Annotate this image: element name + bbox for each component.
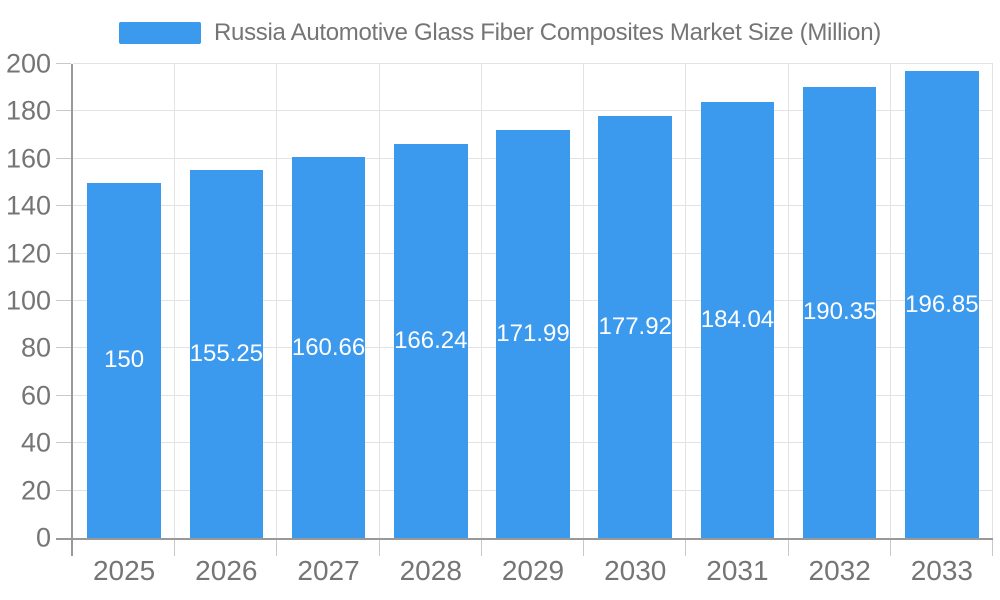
x-axis-label-2025: 2025 bbox=[92, 555, 156, 586]
bar-value-label-2025: 150 bbox=[104, 346, 145, 374]
bar-cell-2026: 155.25 bbox=[175, 64, 277, 538]
bar-2030[interactable]: 177.92 bbox=[598, 116, 673, 538]
y-axis-tick bbox=[56, 347, 71, 349]
y-axis-tick bbox=[56, 205, 71, 207]
bar-value-label-2026: 155.25 bbox=[189, 340, 264, 368]
bar-2032[interactable]: 190.35 bbox=[802, 86, 877, 538]
y-axis-line bbox=[71, 64, 73, 556]
bar-cell-2027: 160.66 bbox=[277, 64, 379, 538]
x-axis-line bbox=[56, 538, 993, 540]
bar-value-label-2030: 177.92 bbox=[598, 313, 672, 341]
bar-cell-2025: 150 bbox=[73, 64, 175, 538]
bar-value-label-2031: 184.04 bbox=[700, 305, 775, 333]
x-gridline bbox=[378, 64, 380, 538]
x-axis-tick bbox=[787, 540, 789, 556]
x-gridline bbox=[889, 64, 891, 538]
legend-item[interactable]: Russia Automotive Glass Fiber Composites… bbox=[0, 19, 1000, 47]
x-gridline bbox=[174, 64, 176, 538]
y-axis-tick-label: 120 bbox=[5, 238, 51, 269]
y-axis-tick bbox=[56, 489, 71, 491]
y-axis-tick bbox=[56, 442, 71, 444]
x-gridline bbox=[583, 64, 585, 538]
bar-value-label-2033: 196.85 bbox=[905, 290, 979, 318]
x-axis-label-2033: 2033 bbox=[910, 555, 974, 586]
x-axis-tick bbox=[174, 540, 176, 556]
x-axis-label-2029: 2029 bbox=[501, 555, 565, 586]
y-axis-tick bbox=[56, 252, 71, 254]
bar-2029[interactable]: 171.99 bbox=[496, 130, 570, 538]
y-axis-tick-label: 80 bbox=[20, 332, 51, 363]
y-axis-tick bbox=[56, 63, 71, 64]
bar-cell-2030: 177.92 bbox=[584, 64, 686, 538]
bar-cell-2033: 196.85 bbox=[891, 64, 993, 538]
x-axis-tick bbox=[276, 540, 278, 556]
bar-cell-2029: 171.99 bbox=[482, 64, 584, 538]
x-gridline bbox=[480, 64, 482, 538]
x-axis-tick bbox=[583, 540, 585, 556]
y-axis-tick-label: 0 bbox=[35, 522, 51, 553]
bar-value-label-2028: 166.24 bbox=[394, 327, 468, 354]
x-axis-label-2032: 2032 bbox=[808, 555, 871, 586]
y-axis-tick-label: 140 bbox=[5, 190, 51, 221]
x-axis-tick bbox=[480, 540, 482, 556]
y-axis-tick bbox=[56, 110, 71, 112]
bar-cell-2031: 184.04 bbox=[686, 64, 788, 538]
bar-2025[interactable]: 150 bbox=[87, 182, 161, 538]
bar-2026[interactable]: 155.25 bbox=[189, 170, 264, 538]
y-axis-tick-label: 20 bbox=[20, 475, 51, 506]
bar-2031[interactable]: 184.04 bbox=[700, 101, 775, 538]
y-axis-tick-label: 160 bbox=[5, 143, 51, 174]
y-axis-tick-label: 100 bbox=[5, 285, 51, 316]
y-axis-tick-label: 60 bbox=[20, 380, 51, 411]
bar-2033[interactable]: 196.85 bbox=[905, 71, 979, 538]
legend-label: Russia Automotive Glass Fiber Composites… bbox=[214, 19, 881, 46]
y-axis-tick bbox=[56, 394, 71, 396]
legend-swatch bbox=[119, 22, 202, 44]
bar-cell-2028: 166.24 bbox=[380, 64, 482, 538]
x-gridline bbox=[992, 64, 993, 538]
x-axis-label-2030: 2030 bbox=[604, 555, 667, 586]
y-axis-tick-label: 40 bbox=[20, 427, 51, 458]
x-axis-tick bbox=[889, 540, 891, 556]
bar-2028[interactable]: 166.24 bbox=[393, 144, 468, 538]
bar-value-label-2029: 171.99 bbox=[496, 320, 570, 348]
y-gridline bbox=[73, 110, 993, 112]
y-axis-tick-label: 200 bbox=[5, 48, 51, 79]
x-gridline bbox=[276, 64, 278, 538]
bar-value-label-2032: 190.35 bbox=[802, 298, 877, 326]
y-axis-tick bbox=[56, 300, 71, 301]
x-axis-tick bbox=[378, 540, 380, 556]
x-axis-label-2026: 2026 bbox=[195, 555, 258, 586]
x-gridline bbox=[685, 64, 687, 538]
x-gridline bbox=[787, 64, 789, 538]
x-axis-label-2028: 2028 bbox=[399, 555, 462, 586]
y-axis-tick bbox=[56, 157, 71, 159]
bar-cell-2032: 190.35 bbox=[789, 64, 891, 538]
x-axis-label-2031: 2031 bbox=[706, 555, 769, 586]
plot-area: 0 20 40 60 80 100 120 140 160 180 200 150 2025 155.25… bbox=[6, 50, 993, 585]
y-gridline bbox=[73, 63, 993, 64]
bar-value-label-2027: 160.66 bbox=[291, 333, 366, 361]
x-axis-label-2027: 2027 bbox=[297, 555, 360, 586]
y-axis-tick-label: 180 bbox=[5, 95, 51, 126]
bar-2027[interactable]: 160.66 bbox=[291, 157, 366, 538]
x-axis-tick bbox=[992, 540, 993, 556]
x-axis-tick bbox=[685, 540, 687, 556]
